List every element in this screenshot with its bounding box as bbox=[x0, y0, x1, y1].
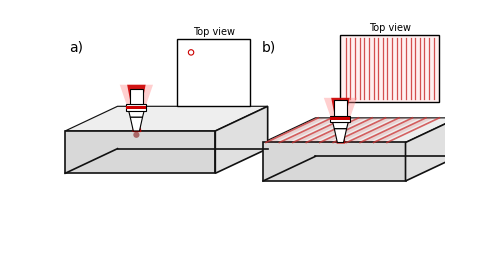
Polygon shape bbox=[320, 118, 380, 142]
Polygon shape bbox=[406, 118, 458, 181]
Polygon shape bbox=[373, 118, 434, 142]
Bar bbox=[330, 117, 351, 120]
Polygon shape bbox=[333, 118, 394, 142]
Polygon shape bbox=[306, 118, 367, 142]
Bar bbox=[126, 106, 146, 109]
Polygon shape bbox=[128, 111, 144, 117]
Bar bbox=[330, 116, 351, 123]
Bar bbox=[334, 100, 347, 116]
Polygon shape bbox=[127, 85, 146, 131]
Polygon shape bbox=[263, 118, 458, 142]
Polygon shape bbox=[65, 131, 215, 173]
Polygon shape bbox=[333, 123, 348, 129]
Circle shape bbox=[133, 132, 139, 138]
Text: Top view: Top view bbox=[369, 23, 411, 33]
Text: a): a) bbox=[69, 40, 83, 54]
Polygon shape bbox=[331, 98, 350, 142]
Bar bbox=[340, 35, 439, 103]
Polygon shape bbox=[324, 98, 357, 142]
Polygon shape bbox=[360, 118, 421, 142]
Bar bbox=[177, 39, 250, 106]
Polygon shape bbox=[334, 129, 347, 142]
Bar bbox=[126, 104, 146, 111]
Polygon shape bbox=[215, 106, 268, 173]
Text: b): b) bbox=[262, 40, 276, 54]
Polygon shape bbox=[266, 118, 326, 142]
Polygon shape bbox=[120, 85, 153, 131]
Bar bbox=[130, 89, 142, 104]
Polygon shape bbox=[347, 118, 407, 142]
Polygon shape bbox=[293, 118, 353, 142]
Text: Top view: Top view bbox=[193, 27, 235, 37]
Polygon shape bbox=[130, 117, 142, 131]
Polygon shape bbox=[65, 106, 268, 131]
Polygon shape bbox=[279, 118, 340, 142]
Polygon shape bbox=[263, 142, 406, 181]
